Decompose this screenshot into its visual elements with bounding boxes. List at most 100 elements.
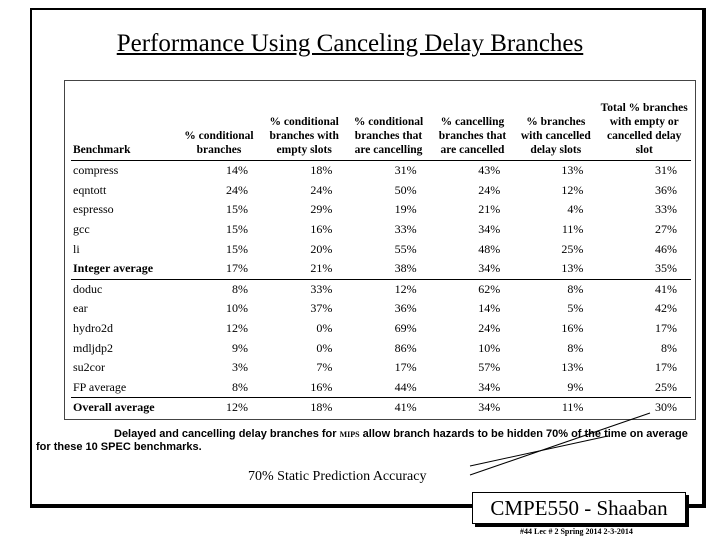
value-cell: 29% bbox=[310, 202, 333, 217]
value-cell: 14% bbox=[478, 301, 501, 316]
value-cell: 57% bbox=[478, 360, 501, 375]
value-cell: 21% bbox=[262, 258, 347, 280]
value-cell: 44% bbox=[346, 377, 431, 399]
benchmark-name-cell: FP average bbox=[71, 377, 176, 399]
caption-part-2: allow branch hazards to be hidden 70% of… bbox=[359, 428, 688, 440]
value-cell: 8% bbox=[567, 340, 584, 355]
header-total: Total % branches with empty or cancelled… bbox=[597, 85, 691, 161]
benchmark-name-cell: eqntott bbox=[73, 182, 107, 197]
value-cell: 0% bbox=[316, 321, 333, 336]
table-row: hydro2d 12% 0% 69% 24% 16% 17% bbox=[71, 319, 691, 339]
benchmark-name-cell: li bbox=[73, 241, 80, 256]
value-cell: 11% bbox=[561, 400, 584, 415]
value-cell: 4% bbox=[567, 202, 584, 217]
value-cell: 16% bbox=[561, 321, 584, 336]
table-row: li 15% 20% 55% 48% 25% 46% bbox=[71, 239, 691, 259]
header-empty-slots: % conditional branches with empty slots bbox=[262, 85, 347, 161]
value-cell: 20% bbox=[310, 241, 333, 256]
benchmark-name-cell: doduc bbox=[73, 281, 103, 296]
table-body: compress 14% 18% 31% 43% 13% 31% eqntott 24% 24% 5… bbox=[71, 161, 691, 418]
value-cell: 34% bbox=[478, 222, 501, 237]
header-pct-conditional: % conditional branches bbox=[175, 85, 263, 161]
value-cell: 13% bbox=[561, 163, 584, 178]
caption-part-1: Delayed and cancelling delay branches fo… bbox=[114, 428, 340, 440]
table-row: Integer average 17% 21% 38% 34% 13% 35% bbox=[71, 258, 691, 280]
value-cell: 18% bbox=[310, 163, 333, 178]
value-cell: 24% bbox=[478, 321, 501, 336]
value-cell: 34% bbox=[478, 400, 501, 415]
value-cell: 8% bbox=[567, 281, 584, 296]
caption-line-1: Delayed and cancelling delay branches fo… bbox=[36, 428, 702, 441]
benchmark-name-cell: ear bbox=[73, 301, 88, 316]
value-cell: 0% bbox=[316, 340, 333, 355]
table-row: FP average 8% 16% 44% 34% 9% 25% bbox=[71, 377, 691, 399]
value-cell: 25% bbox=[561, 241, 584, 256]
value-cell: 55% bbox=[394, 241, 417, 256]
value-cell: 24% bbox=[310, 182, 333, 197]
value-cell: 19% bbox=[394, 202, 417, 217]
value-cell: 12% bbox=[394, 281, 417, 296]
value-cell: 12% bbox=[561, 182, 584, 197]
value-cell: 3% bbox=[232, 360, 249, 375]
benchmark-name-cell: espresso bbox=[73, 202, 114, 217]
table-row: mdljdp2 9% 0% 86% 10% 8% 8% bbox=[71, 338, 691, 358]
value-cell: 9% bbox=[232, 340, 249, 355]
table-row: eqntott 24% 24% 50% 24% 12% 36% bbox=[71, 181, 691, 201]
value-cell: 34% bbox=[430, 377, 515, 399]
value-cell: 15% bbox=[226, 202, 249, 217]
value-cell: 8% bbox=[175, 377, 263, 399]
figure-caption: Delayed and cancelling delay branches fo… bbox=[36, 428, 702, 454]
table-row: espresso 15% 29% 19% 21% 4% 33% bbox=[71, 200, 691, 220]
value-cell: 42% bbox=[655, 301, 677, 316]
value-cell: 50% bbox=[394, 182, 417, 197]
value-cell: 30% bbox=[655, 400, 677, 415]
value-cell: 48% bbox=[478, 241, 501, 256]
table-header-row: Benchmark % conditional branches % condi… bbox=[71, 85, 691, 161]
header-benchmark: Benchmark bbox=[71, 85, 176, 161]
value-cell: 62% bbox=[478, 281, 501, 296]
value-cell: 10% bbox=[226, 301, 249, 316]
value-cell: 31% bbox=[655, 163, 677, 178]
table-row: Overall average 12% 18% 41% 34% 11% 30% bbox=[71, 398, 691, 418]
value-cell: 8% bbox=[661, 340, 677, 355]
value-cell: 36% bbox=[655, 182, 677, 197]
benchmark-name-cell: hydro2d bbox=[73, 321, 113, 336]
value-cell: 17% bbox=[175, 258, 263, 280]
value-cell: 33% bbox=[394, 222, 417, 237]
value-cell: 15% bbox=[226, 222, 249, 237]
value-cell: 16% bbox=[262, 377, 347, 399]
table-row: doduc 8% 33% 12% 62% 8% 41% bbox=[71, 279, 691, 299]
value-cell: 17% bbox=[655, 360, 677, 375]
value-cell: 9% bbox=[514, 377, 598, 399]
benchmark-name-cell: Integer average bbox=[71, 258, 176, 280]
caption-mips: MIPS bbox=[339, 430, 360, 439]
table-row: gcc 15% 16% 33% 34% 11% 27% bbox=[71, 220, 691, 240]
value-cell: 86% bbox=[394, 340, 417, 355]
value-cell: 13% bbox=[561, 360, 584, 375]
value-cell: 10% bbox=[478, 340, 501, 355]
value-cell: 15% bbox=[226, 241, 249, 256]
callout-label: 70% Static Prediction Accuracy bbox=[248, 469, 427, 484]
value-cell: 11% bbox=[561, 222, 584, 237]
value-cell: 13% bbox=[514, 258, 598, 280]
header-cancelled: % cancelling branches that are cancelled bbox=[430, 85, 515, 161]
value-cell: 36% bbox=[394, 301, 417, 316]
header-cancelling: % conditional branches that are cancelli… bbox=[346, 85, 431, 161]
value-cell: 24% bbox=[226, 182, 249, 197]
table-row: compress 14% 18% 31% 43% 13% 31% bbox=[71, 161, 691, 181]
table-row: ear 10% 37% 36% 14% 5% 42% bbox=[71, 299, 691, 319]
value-cell: 46% bbox=[655, 241, 677, 256]
value-cell: 34% bbox=[430, 258, 515, 280]
value-cell: 37% bbox=[310, 301, 333, 316]
value-cell: 41% bbox=[655, 281, 677, 296]
value-cell: 12% bbox=[226, 400, 249, 415]
value-cell: 17% bbox=[394, 360, 417, 375]
value-cell: 12% bbox=[226, 321, 249, 336]
value-cell: 25% bbox=[597, 377, 691, 399]
table-row: su2cor 3% 7% 17% 57% 13% 17% bbox=[71, 358, 691, 378]
value-cell: 69% bbox=[394, 321, 417, 336]
value-cell: 5% bbox=[567, 301, 584, 316]
header-cancelled-slots: % branches with cancelled delay slots bbox=[514, 85, 598, 161]
benchmark-table: Benchmark % conditional branches % condi… bbox=[71, 85, 691, 418]
value-cell: 14% bbox=[226, 163, 249, 178]
